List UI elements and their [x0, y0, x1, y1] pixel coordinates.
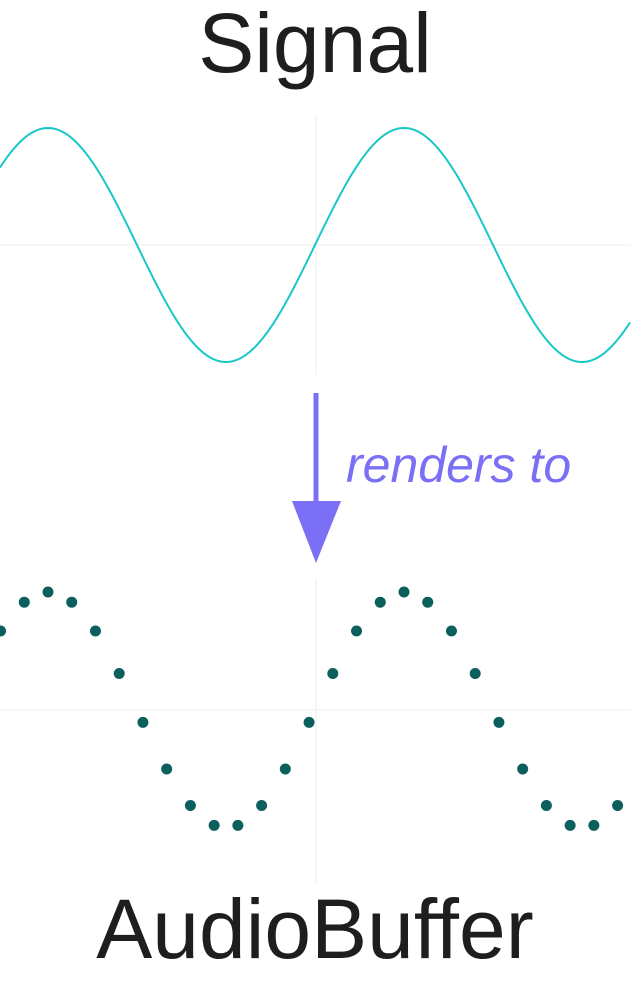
sample-point [0, 625, 7, 637]
sample-point [351, 625, 363, 637]
sample-point [137, 716, 149, 728]
sample-point [66, 596, 78, 608]
audiobuffer-samples [0, 586, 624, 831]
sample-point [588, 819, 600, 831]
sample-point [493, 716, 505, 728]
signal-waveform [0, 126, 631, 364]
arrow-head [292, 501, 341, 563]
sample-point [232, 819, 244, 831]
sample-point [279, 763, 291, 775]
renders-to-label: renders to [346, 437, 571, 493]
sample-point [445, 625, 457, 637]
sample-point [327, 668, 339, 680]
sample-point [540, 799, 552, 811]
sample-point [612, 799, 624, 811]
sample-point [256, 799, 268, 811]
sample-point [517, 763, 529, 775]
sample-point [374, 596, 386, 608]
sample-point [303, 716, 315, 728]
title-audiobuffer: AudioBuffer [96, 882, 533, 976]
sample-point [208, 819, 220, 831]
sample-point [113, 668, 125, 680]
sample-point [42, 586, 54, 598]
sample-point [422, 596, 434, 608]
sample-point [564, 819, 576, 831]
title-signal: Signal [198, 0, 432, 90]
sample-point [469, 668, 481, 680]
sample-point [89, 625, 101, 637]
sample-point [18, 596, 30, 608]
sample-point [184, 799, 196, 811]
sample-point [161, 763, 173, 775]
sample-point [398, 586, 410, 598]
buffer-gridlines [0, 578, 631, 882]
renders-to-arrow [292, 393, 341, 563]
